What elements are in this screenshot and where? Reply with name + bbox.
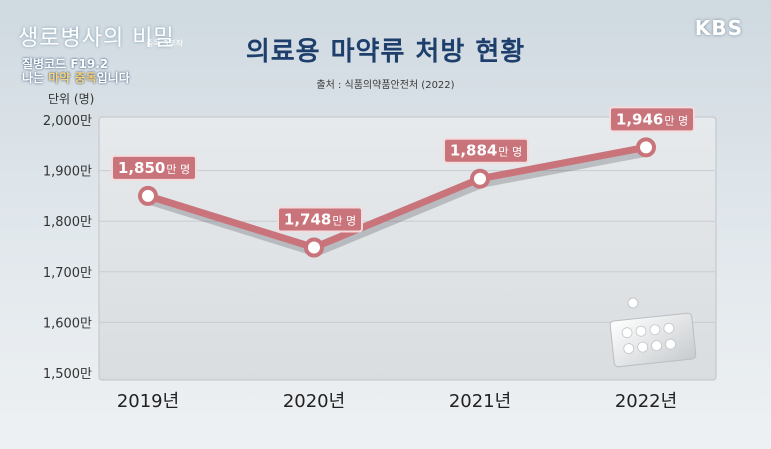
program-episode: 중독 3부작 xyxy=(146,39,184,48)
program-title: 생로병사의 비밀 xyxy=(18,26,175,51)
y-tick-label: 1,700만 xyxy=(43,266,92,281)
chart-title: 의료용 마약류 처방 현황 xyxy=(245,37,526,67)
data-label-text: 1,748만 명 xyxy=(284,211,356,229)
data-label: 1,748만 명 xyxy=(277,206,363,233)
data-label-unit: 만 명 xyxy=(498,146,522,159)
program-logo: 생로병사의 비밀 중독 3부작 질병코드 F19.2 나는 마약 중독입니다 xyxy=(10,6,184,88)
data-label-value: 1,884 xyxy=(450,142,497,160)
data-label-value: 1,748 xyxy=(284,211,331,229)
data-label-box xyxy=(277,206,363,233)
episode-line-2-highlight: 마약 중독 xyxy=(48,71,97,85)
x-tick-label: 2020년 xyxy=(283,391,345,412)
y-tick-label: 1,900만 xyxy=(43,165,92,180)
x-tick-label: 2021년 xyxy=(449,391,511,412)
data-label: 1,884만 명 xyxy=(443,137,529,164)
broadcaster-logo: KBS xyxy=(694,16,743,40)
pill-pack-decoration xyxy=(609,297,697,368)
data-label-unit: 만 명 xyxy=(664,114,688,127)
y-tick-label: 1,800만 xyxy=(43,215,92,230)
y-tick-label: 1,500만 xyxy=(43,367,92,382)
data-point xyxy=(470,168,490,189)
data-label-unit: 만 명 xyxy=(332,215,356,228)
data-labels: 1,850만 명1,748만 명1,884만 명1,946만 명 xyxy=(111,106,695,233)
y-tick-label: 1,600만 xyxy=(43,316,92,331)
episode-line-2-pre: 나는 xyxy=(22,71,49,85)
episode-line-1: 질병코드 F19.2 xyxy=(22,57,109,71)
data-point xyxy=(636,137,656,158)
data-label-text: 1,850만 명 xyxy=(118,159,190,177)
data-point xyxy=(304,237,324,258)
x-axis: 2019년 2020년 2021년 2022년 xyxy=(117,391,677,412)
y-tick-label: 2,000만 xyxy=(43,114,92,129)
episode-line-2: 나는 마약 중독입니다 xyxy=(22,69,130,86)
episode-line-2-post: 입니다 xyxy=(96,71,130,85)
data-label-text: 1,884만 명 xyxy=(450,142,522,160)
data-point xyxy=(138,185,158,206)
chart-source: 출처 : 식품의약품안전처 (2022) xyxy=(316,80,455,91)
data-label-text: 1,946만 명 xyxy=(616,110,688,128)
plot-area xyxy=(98,116,717,381)
data-points xyxy=(138,137,656,258)
data-label: 1,850만 명 xyxy=(111,154,197,181)
data-label-box xyxy=(443,137,529,164)
data-label-value: 1,850 xyxy=(118,159,165,177)
x-tick-label: 2019년 xyxy=(117,391,179,412)
data-label-unit: 만 명 xyxy=(166,163,190,176)
y-axis: 2,000만 1,900만 1,800만 1,700만 1,600만 1,500만 xyxy=(43,114,92,382)
series-line xyxy=(144,143,650,252)
data-label-box xyxy=(609,106,695,133)
x-tick-label: 2022년 xyxy=(615,391,677,412)
data-label-value: 1,946 xyxy=(616,110,663,128)
unit-label: 단위 (명) xyxy=(48,92,95,106)
data-label-box xyxy=(111,154,197,181)
data-label: 1,946만 명 xyxy=(609,106,695,133)
